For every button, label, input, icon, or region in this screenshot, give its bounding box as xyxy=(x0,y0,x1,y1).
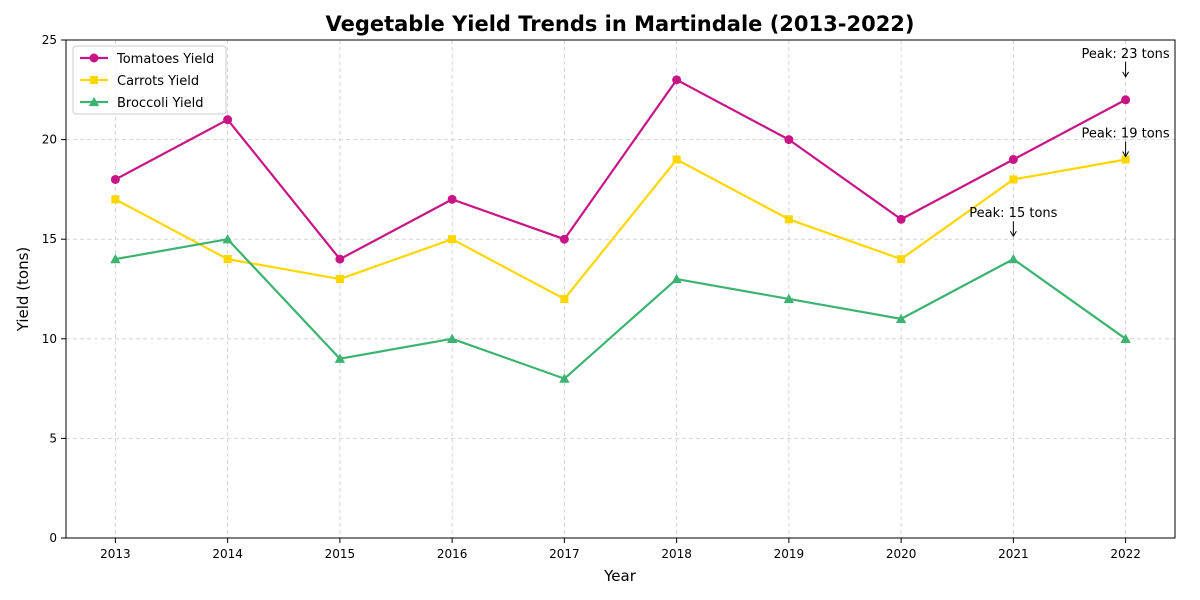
data-point xyxy=(223,115,233,125)
annotation: Peak: 19 tons xyxy=(1082,127,1170,158)
y-tick-label: 25 xyxy=(42,33,57,47)
y-tick-label: 5 xyxy=(49,431,57,445)
x-tick-label: 2021 xyxy=(998,547,1029,561)
annotation-text: Peak: 19 tons xyxy=(1082,127,1170,142)
data-point xyxy=(1009,175,1018,184)
legend-label: Carrots Yield xyxy=(117,74,199,89)
series-line xyxy=(114,158,1126,301)
annotation-arrowhead xyxy=(1009,230,1017,238)
annotation: Peak: 23 tons xyxy=(1082,47,1170,78)
series-line xyxy=(114,78,1127,261)
data-point xyxy=(222,234,233,244)
annotation-arrowhead xyxy=(1122,151,1130,158)
x-tick-label: 2013 xyxy=(100,547,131,561)
x-tick-label: 2015 xyxy=(325,547,356,561)
data-point xyxy=(111,195,120,204)
legend-label: Tomatoes Yield xyxy=(116,52,214,67)
data-point xyxy=(897,255,906,264)
annotation-text: Peak: 15 tons xyxy=(969,206,1057,221)
series-line xyxy=(115,238,1127,380)
x-axis-title: Year xyxy=(603,567,637,585)
data-point xyxy=(672,155,681,164)
y-tick-label: 0 xyxy=(49,531,57,545)
x-axis: 2013 2014 2015 2016 2017 2018 2019 2020 2021 2022 xyxy=(100,538,1141,561)
data-point xyxy=(783,293,795,304)
legend-box xyxy=(72,45,227,115)
x-tick-label: 2014 xyxy=(212,547,243,561)
data-point xyxy=(110,253,121,264)
data-point xyxy=(1008,155,1018,165)
data-point xyxy=(560,294,569,304)
data-point xyxy=(1008,253,1019,264)
data-point xyxy=(784,215,793,224)
data-point xyxy=(895,313,907,324)
data-point xyxy=(784,135,794,145)
data-point xyxy=(559,234,569,244)
data-point xyxy=(1121,155,1130,164)
y-axis: 0 5 10 15 20 25 xyxy=(42,33,66,545)
data-point xyxy=(89,53,99,63)
y-axis-title: Yield (tons) xyxy=(14,247,32,333)
data-point xyxy=(110,174,120,184)
series-tomatoes-yield xyxy=(110,75,1131,264)
data-point xyxy=(88,96,100,107)
y-tick-label: 10 xyxy=(42,332,57,346)
data-point xyxy=(335,254,345,264)
legend-item: Broccoli Yield xyxy=(80,96,204,111)
x-tick-label: 2022 xyxy=(1110,547,1141,561)
data-point xyxy=(334,353,346,363)
data-point xyxy=(335,274,344,284)
annotations: Peak: 23 tons Peak: 19 tons Peak: 15 tons xyxy=(969,47,1170,238)
data-point xyxy=(447,194,457,204)
x-tick-label: 2020 xyxy=(886,547,917,561)
data-point xyxy=(671,273,682,284)
x-tick-label: 2019 xyxy=(774,547,805,561)
y-tick-label: 20 xyxy=(42,133,57,147)
chart-title: Vegetable Yield Trends in Martindale (20… xyxy=(325,12,914,36)
series-layer xyxy=(110,75,1131,383)
data-point xyxy=(1121,95,1131,105)
data-point xyxy=(1120,333,1131,343)
y-tick-label: 15 xyxy=(42,232,57,246)
legend-item: Carrots Yield xyxy=(80,74,199,89)
annotation-text: Peak: 23 tons xyxy=(1082,47,1170,62)
data-point xyxy=(446,333,458,343)
data-point xyxy=(672,75,682,85)
series-carrots-yield xyxy=(111,155,1130,304)
legend: Tomatoes Yield Carrots Yield Broccoli Yiel… xyxy=(72,45,227,115)
x-tick-label: 2017 xyxy=(549,547,580,561)
legend-item: Tomatoes Yield xyxy=(80,52,214,67)
legend-label: Broccoli Yield xyxy=(117,96,204,111)
annotation-arrowhead xyxy=(1122,71,1130,78)
grid xyxy=(66,40,1175,538)
x-tick-label: 2016 xyxy=(437,547,468,561)
data-point xyxy=(896,214,906,224)
series-broccoli-yield xyxy=(110,234,1131,383)
data-point xyxy=(559,373,570,383)
data-point xyxy=(89,75,99,85)
x-tick-label: 2018 xyxy=(661,547,692,561)
data-point xyxy=(223,255,232,264)
annotation: Peak: 15 tons xyxy=(969,206,1058,238)
plot-area-frame xyxy=(65,39,1176,539)
data-point xyxy=(448,235,457,244)
